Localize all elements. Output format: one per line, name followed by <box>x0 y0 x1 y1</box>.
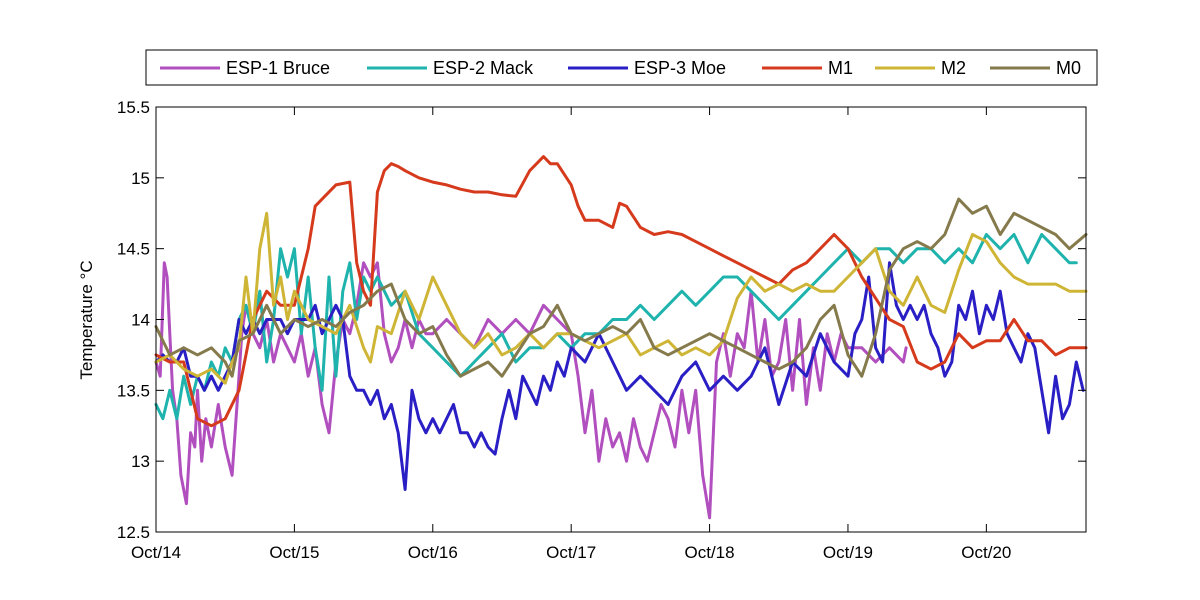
x-tick-label: Oct/17 <box>546 543 596 562</box>
x-tick-label: Oct/16 <box>408 543 458 562</box>
x-axis: Oct/14 Oct/15 Oct/16 Oct/17 Oct/18 Oct/19 Oct/… <box>131 107 1011 562</box>
legend-label: ESP-2 Mack <box>433 58 534 78</box>
series-line-m1 <box>154 155 1088 428</box>
y-tick-label: 14.5 <box>117 240 150 259</box>
x-tick-label: Oct/14 <box>131 543 181 562</box>
legend-label: ESP-3 Moe <box>634 58 726 78</box>
y-axis-label: Temperature °C <box>77 260 96 379</box>
x-tick-label: Oct/18 <box>685 543 735 562</box>
legend-item-esp-3-moe: ESP-3 Moe <box>568 58 726 78</box>
legend: ESP-1 Bruce ESP-2 Mack ESP-3 Moe M1 M2 M0 <box>160 58 1081 78</box>
legend-item-m1: M1 <box>762 58 853 78</box>
legend-item-m0: M0 <box>990 58 1081 78</box>
y-tick-label: 15.5 <box>117 98 150 117</box>
y-tick-label: 14 <box>131 311 150 330</box>
legend-label: M1 <box>828 58 853 78</box>
legend-item-esp-1-bruce: ESP-1 Bruce <box>160 58 330 78</box>
series-line-esp-3-moe <box>154 261 1085 491</box>
legend-item-m2: M2 <box>875 58 966 78</box>
legend-label: M0 <box>1056 58 1081 78</box>
y-tick-label: 12.5 <box>117 523 150 542</box>
y-tick-label: 13.5 <box>117 381 150 400</box>
y-tick-label: 15 <box>131 169 150 188</box>
y-tick-label: 13 <box>131 452 150 471</box>
y-axis: 12.5 13 13.5 14 14.5 15 15.5 <box>117 98 1086 542</box>
legend-label: ESP-1 Bruce <box>226 58 330 78</box>
legend-item-esp-2-mack: ESP-2 Mack <box>367 58 534 78</box>
x-tick-label: Oct/15 <box>269 543 319 562</box>
series-line-esp-1-bruce <box>154 261 908 520</box>
legend-label: M2 <box>941 58 966 78</box>
series-lines <box>154 155 1088 520</box>
x-tick-label: Oct/19 <box>823 543 873 562</box>
x-tick-label: Oct/20 <box>961 543 1011 562</box>
series-line-m0 <box>154 197 1088 378</box>
